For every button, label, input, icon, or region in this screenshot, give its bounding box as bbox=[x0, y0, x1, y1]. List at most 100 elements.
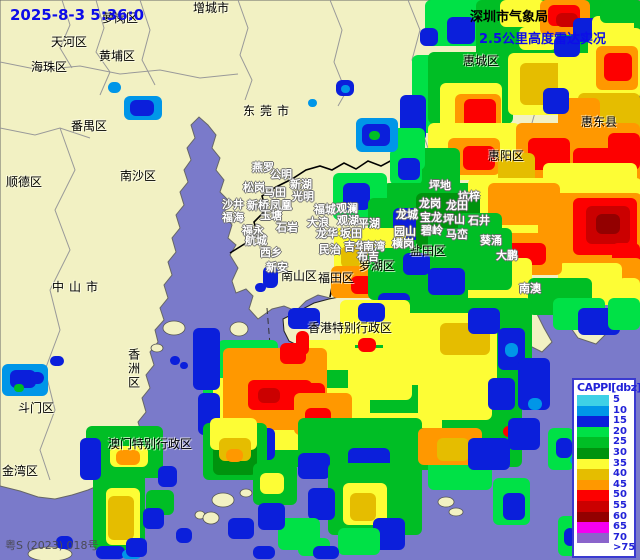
radar-echo-blob bbox=[463, 146, 495, 170]
map-label: 萝岗区 bbox=[102, 11, 139, 25]
legend-row: 65 bbox=[577, 522, 632, 533]
radar-echo-blob bbox=[608, 298, 640, 330]
legend-swatch bbox=[577, 500, 609, 512]
map-label: 南湾 bbox=[363, 240, 385, 253]
legend-swatch bbox=[577, 511, 609, 523]
radar-echo-blob bbox=[528, 398, 542, 410]
radar-echo-blob bbox=[108, 496, 134, 540]
legend-swatch bbox=[577, 532, 609, 544]
legend-swatch bbox=[577, 458, 609, 470]
map-label: 福城 bbox=[314, 203, 336, 216]
radar-echo-blob bbox=[296, 331, 309, 355]
map-label: 西乡 bbox=[260, 246, 282, 259]
legend-label: 45 bbox=[613, 478, 627, 490]
radar-echo-blob bbox=[398, 158, 420, 180]
product-subtitle: 2.5公里高度雷达实况 bbox=[479, 32, 607, 47]
radar-echo-blob bbox=[458, 213, 502, 257]
radar-echo-blob bbox=[508, 418, 540, 450]
map-label: 澳门特别行政区 bbox=[108, 437, 193, 451]
map-label: 福田区 bbox=[318, 271, 355, 285]
map-label: 新湖 bbox=[290, 178, 312, 191]
legend-swatch bbox=[577, 522, 609, 533]
map-label: 南澳 bbox=[519, 282, 541, 295]
legend: CAPPI[dbz] 5 10 15 20 25 30 35 40 45 50 55 60 65 70 >7… bbox=[572, 378, 640, 558]
radar-echo-blob bbox=[258, 388, 280, 403]
radar-echo-blob bbox=[420, 28, 438, 46]
legend-row: 25 bbox=[577, 437, 632, 448]
legend-swatch bbox=[577, 490, 609, 501]
legend-row: 5 bbox=[577, 394, 632, 406]
legend-swatch bbox=[577, 543, 609, 554]
legend-title: CAPPI[dbz] bbox=[577, 381, 640, 394]
agency-title: 深圳市气象局 bbox=[470, 10, 549, 25]
map-label: 南沙区 bbox=[120, 169, 157, 183]
radar-echo-blob bbox=[596, 214, 620, 234]
legend-swatch bbox=[577, 437, 609, 448]
legend-label: 30 bbox=[613, 446, 627, 458]
map-label: 南山区 bbox=[281, 269, 318, 283]
legend-swatch bbox=[577, 426, 609, 438]
map-label: 园山 bbox=[394, 225, 416, 238]
legend-row: 50 bbox=[577, 490, 632, 501]
radar-echo-blob bbox=[554, 36, 580, 57]
map-label: 坂田 bbox=[340, 227, 362, 240]
legend-label: 35 bbox=[613, 457, 627, 469]
map-label: 盐田区 bbox=[410, 244, 447, 258]
map-label: 福永 bbox=[242, 224, 264, 237]
license-watermark: 粤S (2023) 018号 bbox=[5, 539, 99, 552]
map-label: 新安 bbox=[266, 261, 288, 274]
legend-row: 20 bbox=[577, 426, 632, 438]
map-label: 马峦 bbox=[446, 228, 468, 241]
radar-echo-blob bbox=[158, 466, 177, 487]
legend-row: 45 bbox=[577, 478, 632, 491]
map-label: 增城市 bbox=[193, 1, 230, 15]
legend-row: 55 bbox=[577, 499, 632, 512]
map-label: 天河区 bbox=[51, 35, 88, 49]
radar-echo-blob bbox=[313, 546, 339, 559]
legend-row: 60 bbox=[577, 511, 632, 523]
legend-row: 10 bbox=[577, 405, 632, 417]
map-label: 公明 bbox=[270, 168, 292, 181]
radar-echo-blob bbox=[108, 82, 121, 93]
legend-swatch bbox=[577, 416, 609, 427]
map-label: 石井 bbox=[468, 214, 490, 227]
radar-echo-blob bbox=[253, 546, 275, 559]
map-label: 宝龙 bbox=[420, 211, 442, 224]
map-label: 光明 bbox=[292, 190, 314, 203]
map-label: 东莞市 bbox=[243, 104, 295, 118]
legend-label: 25 bbox=[613, 436, 627, 448]
radar-echo-blob bbox=[403, 253, 430, 275]
radar-echo-blob bbox=[226, 449, 243, 462]
map-label: 马田 bbox=[264, 186, 286, 199]
map-label: 香洲区 bbox=[126, 348, 141, 390]
map-label: 顺德区 bbox=[6, 175, 43, 189]
legend-label: 55 bbox=[613, 499, 627, 511]
radar-echo-blob bbox=[341, 85, 350, 93]
radar-echo-blob bbox=[428, 268, 465, 295]
map-label: 惠东县 bbox=[581, 115, 618, 129]
map-label: 吉华 bbox=[344, 240, 366, 253]
radar-echo-blob bbox=[447, 17, 475, 44]
map-label: 香港特别行政区 bbox=[308, 321, 393, 335]
radar-echo-blob bbox=[116, 450, 140, 465]
radar-echo-blob bbox=[503, 493, 525, 520]
map-label: 中山市 bbox=[52, 280, 104, 294]
radar-echo-blob bbox=[255, 283, 266, 292]
legend-swatch bbox=[577, 405, 609, 417]
legend-swatch bbox=[577, 469, 609, 480]
radar-echo-blob bbox=[600, 0, 640, 23]
map-label: 大鹏 bbox=[496, 249, 518, 262]
radar-echo-blob bbox=[80, 438, 101, 480]
map-label: 民治 bbox=[319, 243, 341, 256]
legend-label: 70 bbox=[613, 531, 627, 543]
radar-echo-blob bbox=[260, 473, 284, 494]
radar-echo-blob bbox=[50, 356, 64, 366]
map-label: 松岗 bbox=[243, 181, 265, 194]
radar-echo-blob bbox=[14, 384, 24, 392]
map-label: 黄埔区 bbox=[99, 49, 136, 63]
map-label: 海珠区 bbox=[31, 60, 68, 74]
map-label: 大浪 bbox=[307, 216, 329, 229]
